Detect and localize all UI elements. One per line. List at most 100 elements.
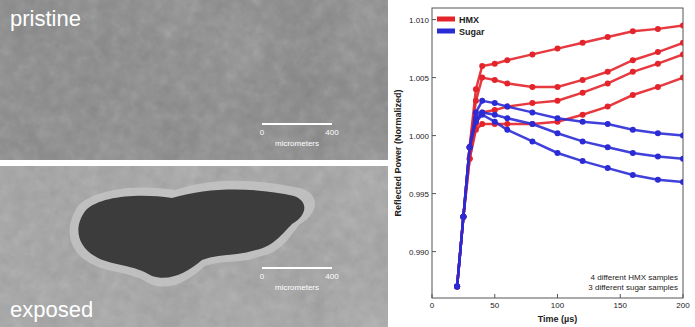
series-point bbox=[504, 121, 510, 127]
series-point bbox=[555, 98, 561, 104]
annotation: 3 different sugar samples bbox=[588, 283, 678, 292]
legend-swatch bbox=[437, 29, 455, 34]
series-point bbox=[504, 104, 510, 110]
series-point bbox=[454, 283, 460, 289]
series-line bbox=[457, 43, 683, 287]
chart: 0.9900.9951.0001.0051.010050100150200Tim… bbox=[392, 0, 695, 327]
series-point bbox=[630, 172, 636, 178]
plot-marks bbox=[454, 22, 683, 289]
series-point bbox=[655, 130, 661, 136]
scale-bar bbox=[262, 267, 332, 269]
image-blotches bbox=[0, 166, 388, 327]
series-point bbox=[492, 77, 498, 83]
image-label: pristine bbox=[10, 6, 81, 31]
series-point bbox=[479, 112, 485, 118]
series-point bbox=[479, 63, 485, 69]
series-point bbox=[580, 119, 586, 125]
series-point bbox=[460, 214, 466, 220]
x-tick-label: 50 bbox=[490, 301, 499, 310]
y-tick-label: 0.990 bbox=[409, 248, 430, 257]
series-point bbox=[580, 77, 586, 83]
image-background bbox=[0, 166, 388, 327]
series-point bbox=[605, 165, 611, 171]
series-point bbox=[473, 98, 479, 104]
series-point bbox=[529, 121, 535, 127]
y-tick-label: 0.995 bbox=[409, 190, 430, 199]
series-point bbox=[680, 179, 683, 185]
series-point bbox=[680, 75, 683, 81]
legend: HMXSugar bbox=[437, 15, 485, 37]
series-point bbox=[529, 84, 535, 90]
series-point bbox=[529, 138, 535, 144]
x-tick bbox=[620, 294, 621, 298]
scale-bar bbox=[262, 123, 332, 125]
series-point bbox=[680, 156, 683, 162]
series-line bbox=[457, 78, 683, 287]
series-line bbox=[457, 112, 683, 286]
x-tick-label: 0 bbox=[430, 301, 435, 310]
series-point bbox=[580, 112, 586, 118]
image-background bbox=[0, 0, 388, 160]
crater bbox=[78, 190, 304, 278]
series-point bbox=[460, 214, 466, 220]
series-line bbox=[457, 115, 683, 287]
series-point bbox=[580, 158, 586, 164]
annotation: 4 different HMX samples bbox=[591, 273, 678, 282]
series-line bbox=[457, 101, 683, 287]
series-point bbox=[529, 51, 535, 57]
series-point bbox=[555, 150, 561, 156]
series-point bbox=[655, 61, 661, 67]
series-point bbox=[467, 144, 473, 150]
scale-unit: micrometers bbox=[275, 139, 319, 148]
image-body bbox=[0, 166, 388, 327]
series-point bbox=[467, 144, 473, 150]
series-point bbox=[655, 26, 661, 32]
series-line bbox=[457, 54, 683, 286]
series-point bbox=[605, 80, 611, 86]
series-point bbox=[460, 214, 466, 220]
series-point bbox=[504, 104, 510, 110]
y-tick-label: 1.010 bbox=[409, 16, 430, 25]
series-point bbox=[504, 127, 510, 133]
series-point bbox=[504, 115, 510, 121]
series-point bbox=[630, 57, 636, 63]
x-tick-label: 200 bbox=[676, 301, 690, 310]
series-point bbox=[479, 121, 485, 127]
series-point bbox=[492, 119, 498, 125]
series-point bbox=[460, 214, 466, 220]
series-point bbox=[605, 34, 611, 40]
series-point bbox=[529, 121, 535, 127]
micrograph: pristine0400micrometers bbox=[0, 0, 388, 160]
series-point bbox=[492, 61, 498, 67]
series-point bbox=[454, 283, 460, 289]
series-point bbox=[655, 177, 661, 183]
series-point bbox=[467, 144, 473, 150]
series-point bbox=[605, 104, 611, 110]
series-point bbox=[630, 92, 636, 98]
series-point bbox=[580, 90, 586, 96]
series-point bbox=[680, 51, 683, 57]
series-point bbox=[680, 133, 683, 139]
scale-end: 400 bbox=[325, 128, 339, 137]
image-blotches bbox=[0, 0, 388, 160]
series-point bbox=[555, 115, 561, 121]
image-grain bbox=[0, 0, 388, 160]
series-point bbox=[467, 144, 473, 150]
series-point bbox=[555, 130, 561, 136]
series-point bbox=[529, 100, 535, 106]
figure: pristine0400micrometersexposed0400microm… bbox=[0, 0, 695, 327]
y-tick bbox=[432, 19, 436, 20]
series-point bbox=[605, 144, 611, 150]
series-point bbox=[605, 121, 611, 127]
x-tick bbox=[494, 294, 495, 298]
y-tick bbox=[432, 193, 436, 194]
y-axis-title: Reflected Power (Normalized) bbox=[393, 89, 403, 216]
series-point bbox=[655, 84, 661, 90]
series-point bbox=[479, 98, 485, 104]
x-tick bbox=[432, 294, 433, 298]
series-point bbox=[555, 84, 561, 90]
x-axis-title: Time (µs) bbox=[538, 314, 578, 324]
scale-unit: micrometers bbox=[275, 283, 319, 292]
series-point bbox=[555, 46, 561, 52]
plot-frame bbox=[432, 8, 683, 298]
